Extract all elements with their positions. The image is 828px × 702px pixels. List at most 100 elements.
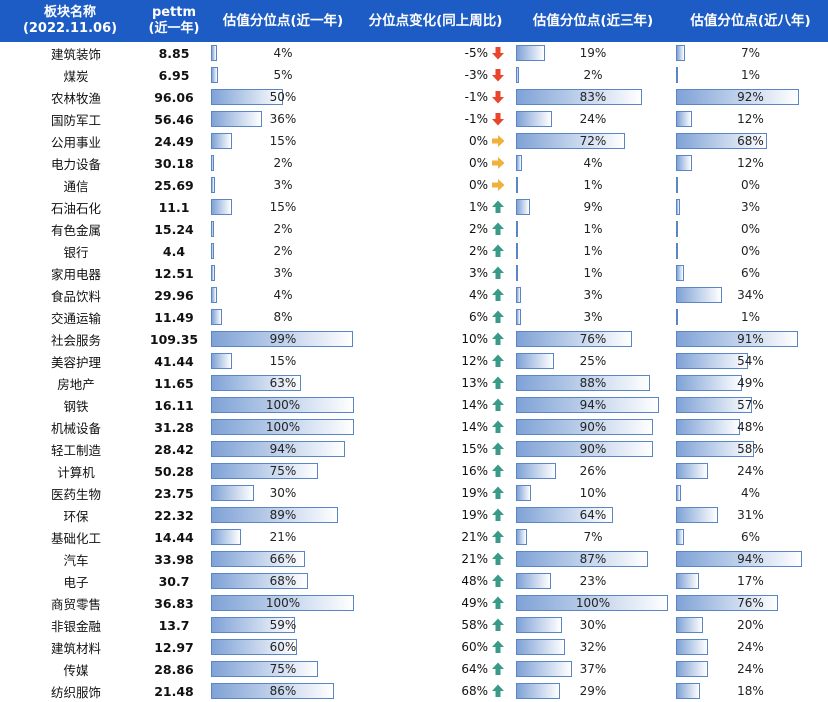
percentile-bar-p1 (211, 243, 214, 259)
bar-cell-p8: 68% (673, 130, 828, 152)
percentile-label-p3: 100% (575, 596, 611, 610)
percentile-bar-p8 (676, 89, 799, 105)
percentile-change-value: 60% (461, 640, 488, 655)
percentile-label-p8: 57% (737, 398, 764, 412)
percentile-label-p1: 2% (273, 222, 293, 236)
percentile-label-p8: 12% (737, 112, 764, 126)
pettm-value: 4.4 (162, 243, 186, 259)
percentile-label-p1: 4% (273, 288, 293, 302)
percentile-label-p1: 99% (269, 332, 297, 346)
percentile-label-p3: 10% (579, 486, 607, 500)
percentile-change-value: 0% (468, 134, 488, 149)
percentile-bar-p3 (516, 507, 613, 523)
bar-cell-p3: 25% (513, 350, 673, 372)
bar-cell-p3: 37% (513, 658, 673, 680)
percentile-bar-p3 (516, 595, 668, 611)
sector-name: 传媒 (63, 662, 89, 678)
header-pe-label: pettm (151, 5, 197, 20)
arrow-down-icon (492, 69, 504, 82)
bar-cell-p8: 6% (673, 526, 828, 548)
percentile-bar-p3 (516, 617, 562, 633)
percentile-bar-p8 (676, 133, 767, 149)
percentile-label-p3: 37% (579, 662, 607, 676)
bar-cell-p8: 12% (673, 108, 828, 130)
percentile-label-p8: 92% (737, 90, 764, 104)
percentile-label-p1: 89% (269, 508, 297, 522)
percentile-label-p3: 29% (579, 684, 607, 698)
table-row: 轻工制造 28.42 94% 15% 90% 58% (0, 438, 828, 460)
percentile-label-p8: 54% (737, 354, 764, 368)
percentile-bar-p3 (516, 353, 554, 369)
percentile-bar-p8 (676, 353, 748, 369)
percentile-label-p3: 90% (579, 442, 607, 456)
bar-cell-p3: 88% (513, 372, 673, 394)
percentile-bar-p3 (516, 375, 650, 391)
bar-cell-p3: 90% (513, 416, 673, 438)
percentile-label-p3: 3% (583, 288, 603, 302)
percentile-change-value: 14% (461, 398, 488, 413)
sector-name: 公用事业 (50, 134, 101, 150)
header-pct8y: 估值分位点(近八年) (673, 0, 828, 42)
percentile-change-value: 19% (461, 486, 488, 501)
bar-cell-p1: 50% (208, 86, 358, 108)
percentile-bar-p8 (676, 463, 708, 479)
table-row: 公用事业 24.49 15% 0% 72% 68% (0, 130, 828, 152)
arrow-up-icon (492, 618, 504, 632)
percentile-bar-p3 (516, 441, 653, 457)
pettm-value: 13.7 (158, 617, 190, 633)
percentile-label-p3: 7% (583, 530, 603, 544)
bar-cell-p3: 90% (513, 438, 673, 460)
table-row: 房地产 11.65 63% 13% 88% 49% (0, 372, 828, 394)
percentile-change: -1% (358, 108, 513, 130)
percentile-label-p1: 75% (269, 662, 297, 676)
header-pct3y: 估值分位点(近三年) (513, 0, 673, 42)
pettm-value: 31.28 (154, 419, 194, 435)
percentile-change-value: -1% (464, 90, 488, 105)
table-row: 商贸零售 36.83 100% 49% 100% 76% (0, 592, 828, 614)
percentile-label-p1: 3% (273, 178, 293, 192)
percentile-change: 64% (358, 658, 513, 680)
bar-cell-p8: 17% (673, 570, 828, 592)
sector-name: 建筑装饰 (50, 46, 101, 62)
percentile-bar-p8 (676, 67, 678, 83)
percentile-change: 15% (358, 438, 513, 460)
bar-cell-p1: 5% (208, 64, 358, 86)
bar-cell-p1: 15% (208, 130, 358, 152)
percentile-change-value: 1% (468, 200, 488, 215)
sector-name: 电力设备 (50, 156, 101, 172)
percentile-bar-p8 (676, 287, 722, 303)
pettm-value: 56.46 (154, 111, 194, 127)
percentile-bar-p3 (516, 67, 519, 83)
arrow-up-icon (492, 266, 504, 280)
bar-cell-p3: 1% (513, 218, 673, 240)
pettm-value: 12.97 (154, 639, 194, 655)
bar-cell-p8: 58% (673, 438, 828, 460)
bar-cell-p1: 60% (208, 636, 358, 658)
bar-cell-p3: 23% (513, 570, 673, 592)
bar-cell-p8: 1% (673, 64, 828, 86)
arrow-up-icon (492, 486, 504, 500)
arrow-right-icon (492, 179, 505, 192)
percentile-bar-p3 (516, 485, 531, 501)
sector-name: 家用电器 (50, 266, 101, 282)
percentile-bar-p3 (516, 573, 551, 589)
bar-cell-p1: 15% (208, 196, 358, 218)
percentile-label-p8: 0% (740, 244, 761, 258)
table-row: 石油石化 11.1 15% 1% 9% 3% (0, 196, 828, 218)
percentile-label-p1: 68% (269, 574, 297, 588)
percentile-bar-p3 (516, 45, 545, 61)
percentile-bar-p3 (516, 397, 659, 413)
percentile-bar-p3 (516, 661, 572, 677)
percentile-change: 3% (358, 262, 513, 284)
percentile-bar-p3 (516, 529, 527, 545)
percentile-change-value: 2% (468, 222, 488, 237)
arrow-up-icon (492, 662, 504, 676)
percentile-label-p1: 63% (269, 376, 297, 390)
pettm-value: 33.98 (154, 551, 194, 567)
arrow-down-icon (492, 113, 504, 126)
pettm-value: 11.49 (154, 309, 194, 325)
bar-cell-p8: 3% (673, 196, 828, 218)
percentile-label-p1: 2% (273, 244, 293, 258)
percentile-label-p1: 5% (273, 68, 293, 82)
sector-name: 计算机 (57, 464, 95, 480)
